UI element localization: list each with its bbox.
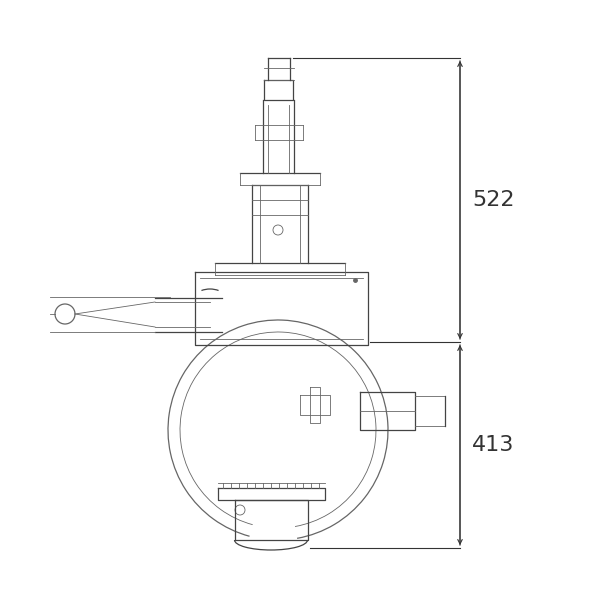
Text: 522: 522 bbox=[472, 190, 515, 210]
Text: 413: 413 bbox=[472, 435, 514, 455]
